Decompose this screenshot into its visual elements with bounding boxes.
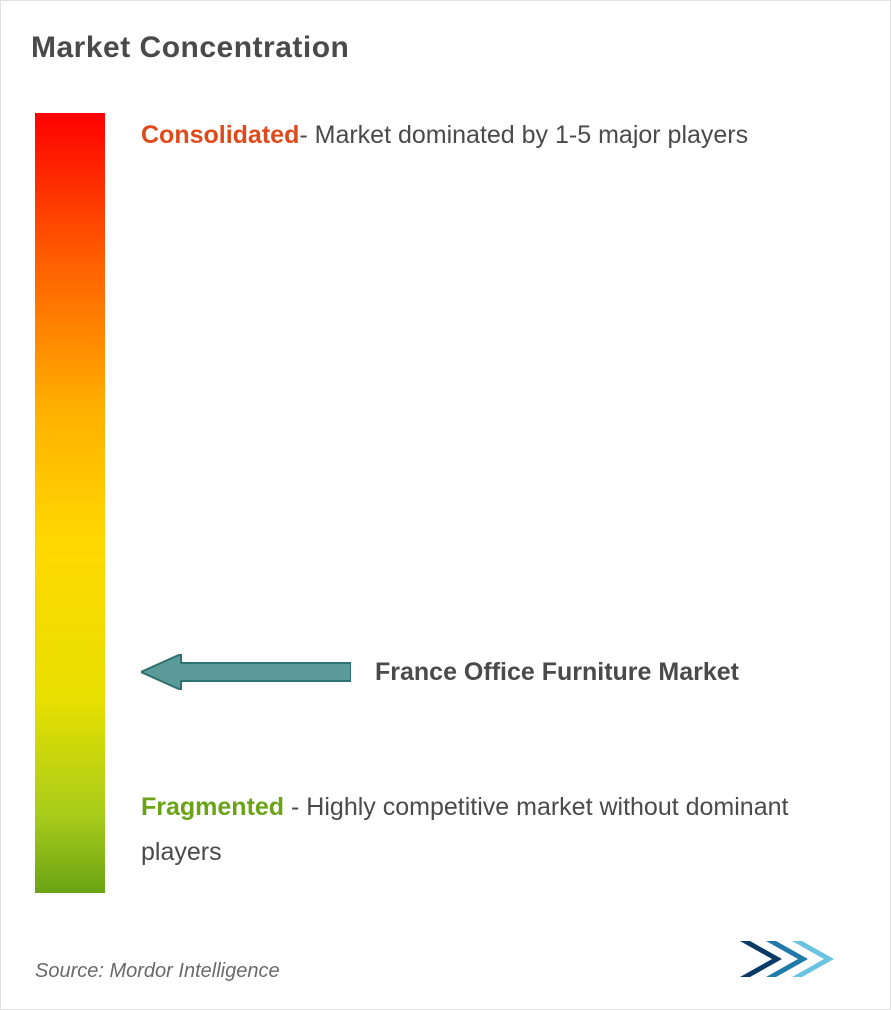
page-title: Market Concentration (31, 31, 856, 65)
footer: Source: Mordor Intelligence (35, 935, 856, 983)
consolidated-block: Consolidated- Market dominated by 1-5 ma… (141, 113, 846, 158)
arrow-shape (141, 654, 351, 690)
market-name: France Office Furniture Market (375, 653, 739, 692)
consolidated-label: Consolidated (141, 121, 299, 149)
consolidated-text: - Market dominated by 1-5 major players (299, 121, 748, 149)
fragmented-label: Fragmented (141, 793, 284, 821)
fragmented-block: Fragmented - Highly competitive market w… (141, 785, 846, 875)
content-row: Consolidated- Market dominated by 1-5 ma… (35, 113, 856, 893)
concentration-gradient-bar (35, 113, 105, 893)
logo-chevrons (740, 941, 834, 977)
text-column: Consolidated- Market dominated by 1-5 ma… (141, 113, 856, 893)
source-text: Source: Mordor Intelligence (35, 960, 280, 983)
arrow-left-icon (141, 654, 351, 690)
mordor-logo-icon (736, 935, 856, 983)
position-indicator: France Office Furniture Market (141, 653, 846, 692)
